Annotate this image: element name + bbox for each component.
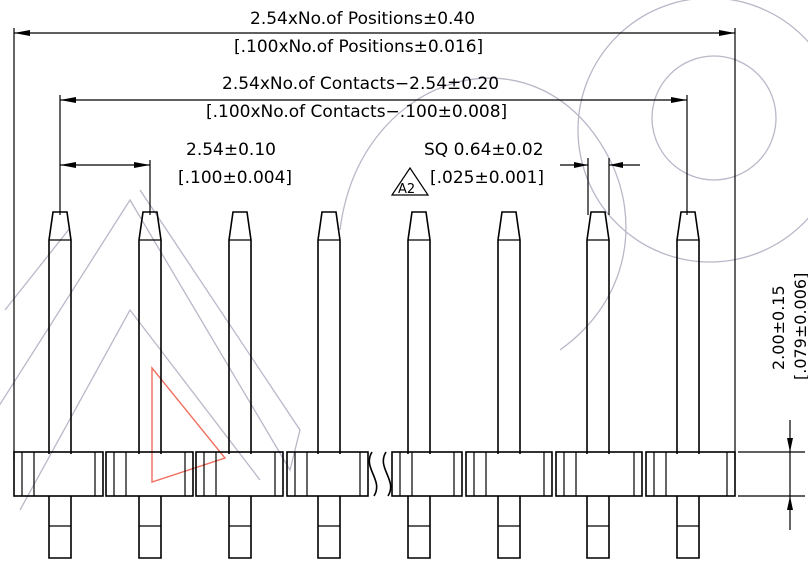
housing-block-4 xyxy=(286,451,369,497)
overall-dimension xyxy=(13,28,736,460)
square-imperial-text: [.025±0.001] xyxy=(430,168,544,188)
housing-block-2 xyxy=(105,451,194,497)
height-metric-text: 2.00±0.15 xyxy=(769,285,788,370)
revision-marker-text: A2 xyxy=(398,182,415,197)
pin-1 xyxy=(48,211,72,559)
pin-5 xyxy=(407,211,431,559)
contacts-metric-text: 2.54xNo.of Contacts−2.54±0.20 xyxy=(222,74,499,94)
revision-triangle-icon: A2 xyxy=(390,166,430,197)
watermark-logo xyxy=(0,0,808,511)
break-symbol xyxy=(368,451,392,497)
housing-block-3 xyxy=(195,451,284,497)
housing-group xyxy=(13,451,736,497)
square-dimension xyxy=(560,158,640,215)
housing-block-6 xyxy=(465,451,553,497)
pin-2 xyxy=(138,211,162,559)
accent-triangle xyxy=(151,366,227,483)
pitch-metric-text: 2.54±0.10 xyxy=(186,140,276,160)
height-imperial-text: [.079±0.006] xyxy=(791,273,808,380)
housing-block-5 xyxy=(391,451,463,497)
pin-7 xyxy=(586,211,610,559)
overall-imperial-bracket: [.100xNo.of Positions±0.016] xyxy=(234,37,483,57)
pitch-dimension xyxy=(60,160,151,215)
overall-metric-text: 2.54xNo.of Positions±0.40 xyxy=(250,9,475,29)
pin-8 xyxy=(676,211,700,559)
overall-imperial-text: [.100xNo.of Positions±0.016] xyxy=(234,37,483,57)
pin-group xyxy=(48,211,700,559)
housing-block-1 xyxy=(13,451,104,497)
pitch-imperial-text: [.100±0.004] xyxy=(178,168,292,188)
square-metric-text: SQ 0.64±0.02 xyxy=(424,140,544,160)
pin-6 xyxy=(497,211,521,559)
pin-3 xyxy=(228,211,252,559)
height-dimension xyxy=(738,420,805,530)
housing-block-8 xyxy=(645,451,736,497)
contacts-imperial-text: [.100xNo.of Contacts−.100±0.008] xyxy=(206,102,507,122)
pin-4 xyxy=(317,211,341,559)
contacts-dimension xyxy=(59,95,688,215)
housing-block-7 xyxy=(555,451,643,497)
